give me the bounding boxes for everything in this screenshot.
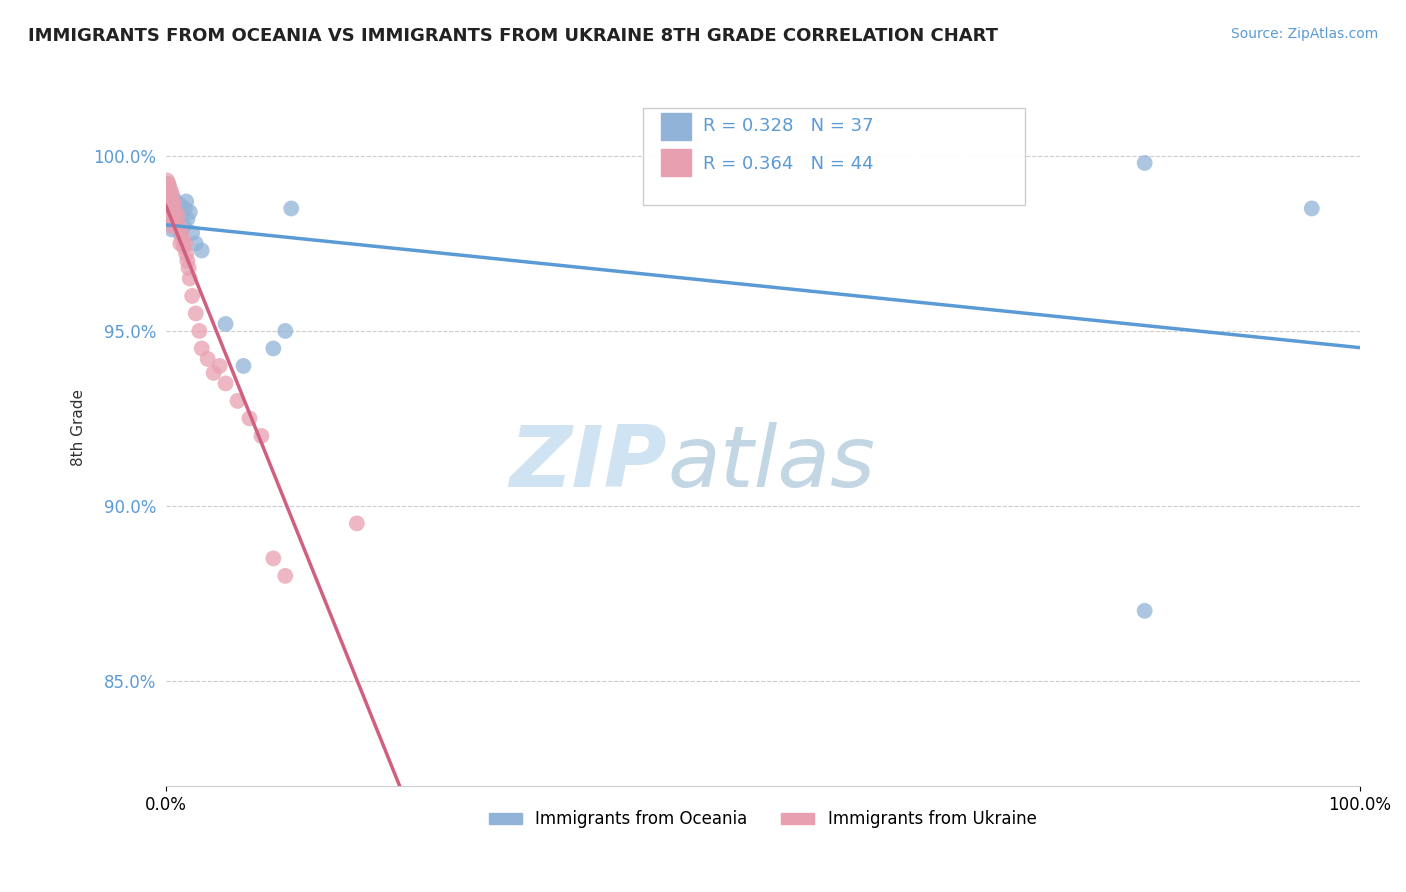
Immigrants from Oceania xyxy=(156,191,179,205)
Immigrants from Ukraine xyxy=(250,429,273,443)
Immigrants from Ukraine xyxy=(202,366,225,380)
Immigrants from Ukraine xyxy=(162,194,184,209)
Bar xyxy=(661,149,692,176)
Immigrants from Ukraine xyxy=(159,194,181,209)
Immigrants from Ukraine xyxy=(157,177,180,191)
Immigrants from Ukraine xyxy=(157,187,180,202)
Immigrants from Ukraine xyxy=(190,342,212,356)
Immigrants from Oceania xyxy=(169,198,191,212)
Immigrants from Oceania xyxy=(232,359,254,373)
FancyBboxPatch shape xyxy=(644,108,1025,205)
Immigrants from Ukraine xyxy=(169,236,191,251)
Immigrants from Ukraine xyxy=(208,359,231,373)
Immigrants from Ukraine xyxy=(177,260,200,275)
Immigrants from Oceania xyxy=(184,236,207,251)
Immigrants from Oceania xyxy=(1133,156,1156,170)
Immigrants from Ukraine xyxy=(174,247,197,261)
Immigrants from Ukraine xyxy=(159,211,181,226)
Immigrants from Oceania xyxy=(280,202,302,216)
Immigrants from Ukraine xyxy=(165,205,187,219)
Immigrants from Oceania xyxy=(159,191,181,205)
Immigrants from Ukraine xyxy=(160,187,183,202)
Immigrants from Ukraine xyxy=(159,205,181,219)
Immigrants from Oceania xyxy=(165,219,187,233)
Text: R = 0.364   N = 44: R = 0.364 N = 44 xyxy=(703,155,873,173)
Immigrants from Oceania xyxy=(166,202,188,216)
Immigrants from Ukraine xyxy=(170,226,193,240)
Legend: Immigrants from Oceania, Immigrants from Ukraine: Immigrants from Oceania, Immigrants from… xyxy=(482,804,1043,835)
Text: Source: ZipAtlas.com: Source: ZipAtlas.com xyxy=(1230,27,1378,41)
Immigrants from Ukraine xyxy=(163,198,186,212)
Immigrants from Oceania xyxy=(159,202,181,216)
Immigrants from Ukraine xyxy=(274,569,297,583)
Immigrants from Oceania xyxy=(160,222,183,236)
Immigrants from Oceania xyxy=(159,211,181,226)
Immigrants from Ukraine xyxy=(160,219,183,233)
Immigrants from Oceania xyxy=(214,317,236,331)
Immigrants from Oceania xyxy=(190,244,212,258)
Immigrants from Ukraine xyxy=(226,393,249,408)
Immigrants from Ukraine xyxy=(179,271,201,285)
Immigrants from Ukraine xyxy=(181,289,204,303)
Immigrants from Ukraine xyxy=(214,376,236,391)
Bar xyxy=(661,113,692,140)
Immigrants from Oceania xyxy=(173,219,195,233)
Immigrants from Ukraine xyxy=(238,411,260,425)
Text: ZIP: ZIP xyxy=(509,422,668,505)
Immigrants from Ukraine xyxy=(346,516,368,531)
Immigrants from Ukraine xyxy=(159,184,181,198)
Immigrants from Ukraine xyxy=(173,240,195,254)
Immigrants from Ukraine xyxy=(162,209,184,223)
Immigrants from Ukraine xyxy=(166,219,188,233)
Immigrants from Ukraine xyxy=(159,180,181,194)
Immigrants from Ukraine xyxy=(160,202,183,216)
Immigrants from Ukraine xyxy=(184,306,207,320)
Immigrants from Ukraine xyxy=(156,173,179,187)
Immigrants from Oceania xyxy=(179,205,201,219)
Immigrants from Ukraine xyxy=(156,180,179,194)
Immigrants from Oceania xyxy=(162,209,184,223)
Immigrants from Oceania xyxy=(274,324,297,338)
Immigrants from Ukraine xyxy=(156,191,179,205)
Immigrants from Ukraine xyxy=(167,219,190,233)
Immigrants from Oceania xyxy=(169,226,191,240)
Immigrants from Oceania xyxy=(162,191,184,205)
Y-axis label: 8th Grade: 8th Grade xyxy=(72,389,86,466)
Immigrants from Ukraine xyxy=(176,254,198,268)
Immigrants from Ukraine xyxy=(172,233,194,247)
Text: atlas: atlas xyxy=(668,422,875,505)
Immigrants from Oceania xyxy=(156,202,179,216)
Immigrants from Ukraine xyxy=(174,236,197,251)
Immigrants from Oceania xyxy=(159,215,181,229)
Immigrants from Oceania xyxy=(165,194,187,209)
Immigrants from Oceania xyxy=(157,177,180,191)
Immigrants from Oceania xyxy=(170,209,193,223)
Immigrants from Oceania xyxy=(174,194,197,209)
Immigrants from Oceania xyxy=(159,184,181,198)
Immigrants from Oceania xyxy=(181,226,204,240)
Immigrants from Ukraine xyxy=(188,324,211,338)
Immigrants from Oceania xyxy=(156,184,179,198)
Immigrants from Ukraine xyxy=(166,209,188,223)
Immigrants from Ukraine xyxy=(157,202,180,216)
Text: IMMIGRANTS FROM OCEANIA VS IMMIGRANTS FROM UKRAINE 8TH GRADE CORRELATION CHART: IMMIGRANTS FROM OCEANIA VS IMMIGRANTS FR… xyxy=(28,27,998,45)
Text: R = 0.328   N = 37: R = 0.328 N = 37 xyxy=(703,117,873,135)
Immigrants from Oceania xyxy=(163,202,186,216)
Immigrants from Ukraine xyxy=(197,351,219,366)
Immigrants from Ukraine xyxy=(262,551,284,566)
Immigrants from Oceania xyxy=(157,194,180,209)
Immigrants from Oceania xyxy=(262,342,284,356)
Immigrants from Oceania xyxy=(174,202,197,216)
Immigrants from Oceania xyxy=(1133,604,1156,618)
Immigrants from Oceania xyxy=(176,211,198,226)
Immigrants from Oceania xyxy=(1301,202,1323,216)
Immigrants from Oceania xyxy=(160,198,183,212)
